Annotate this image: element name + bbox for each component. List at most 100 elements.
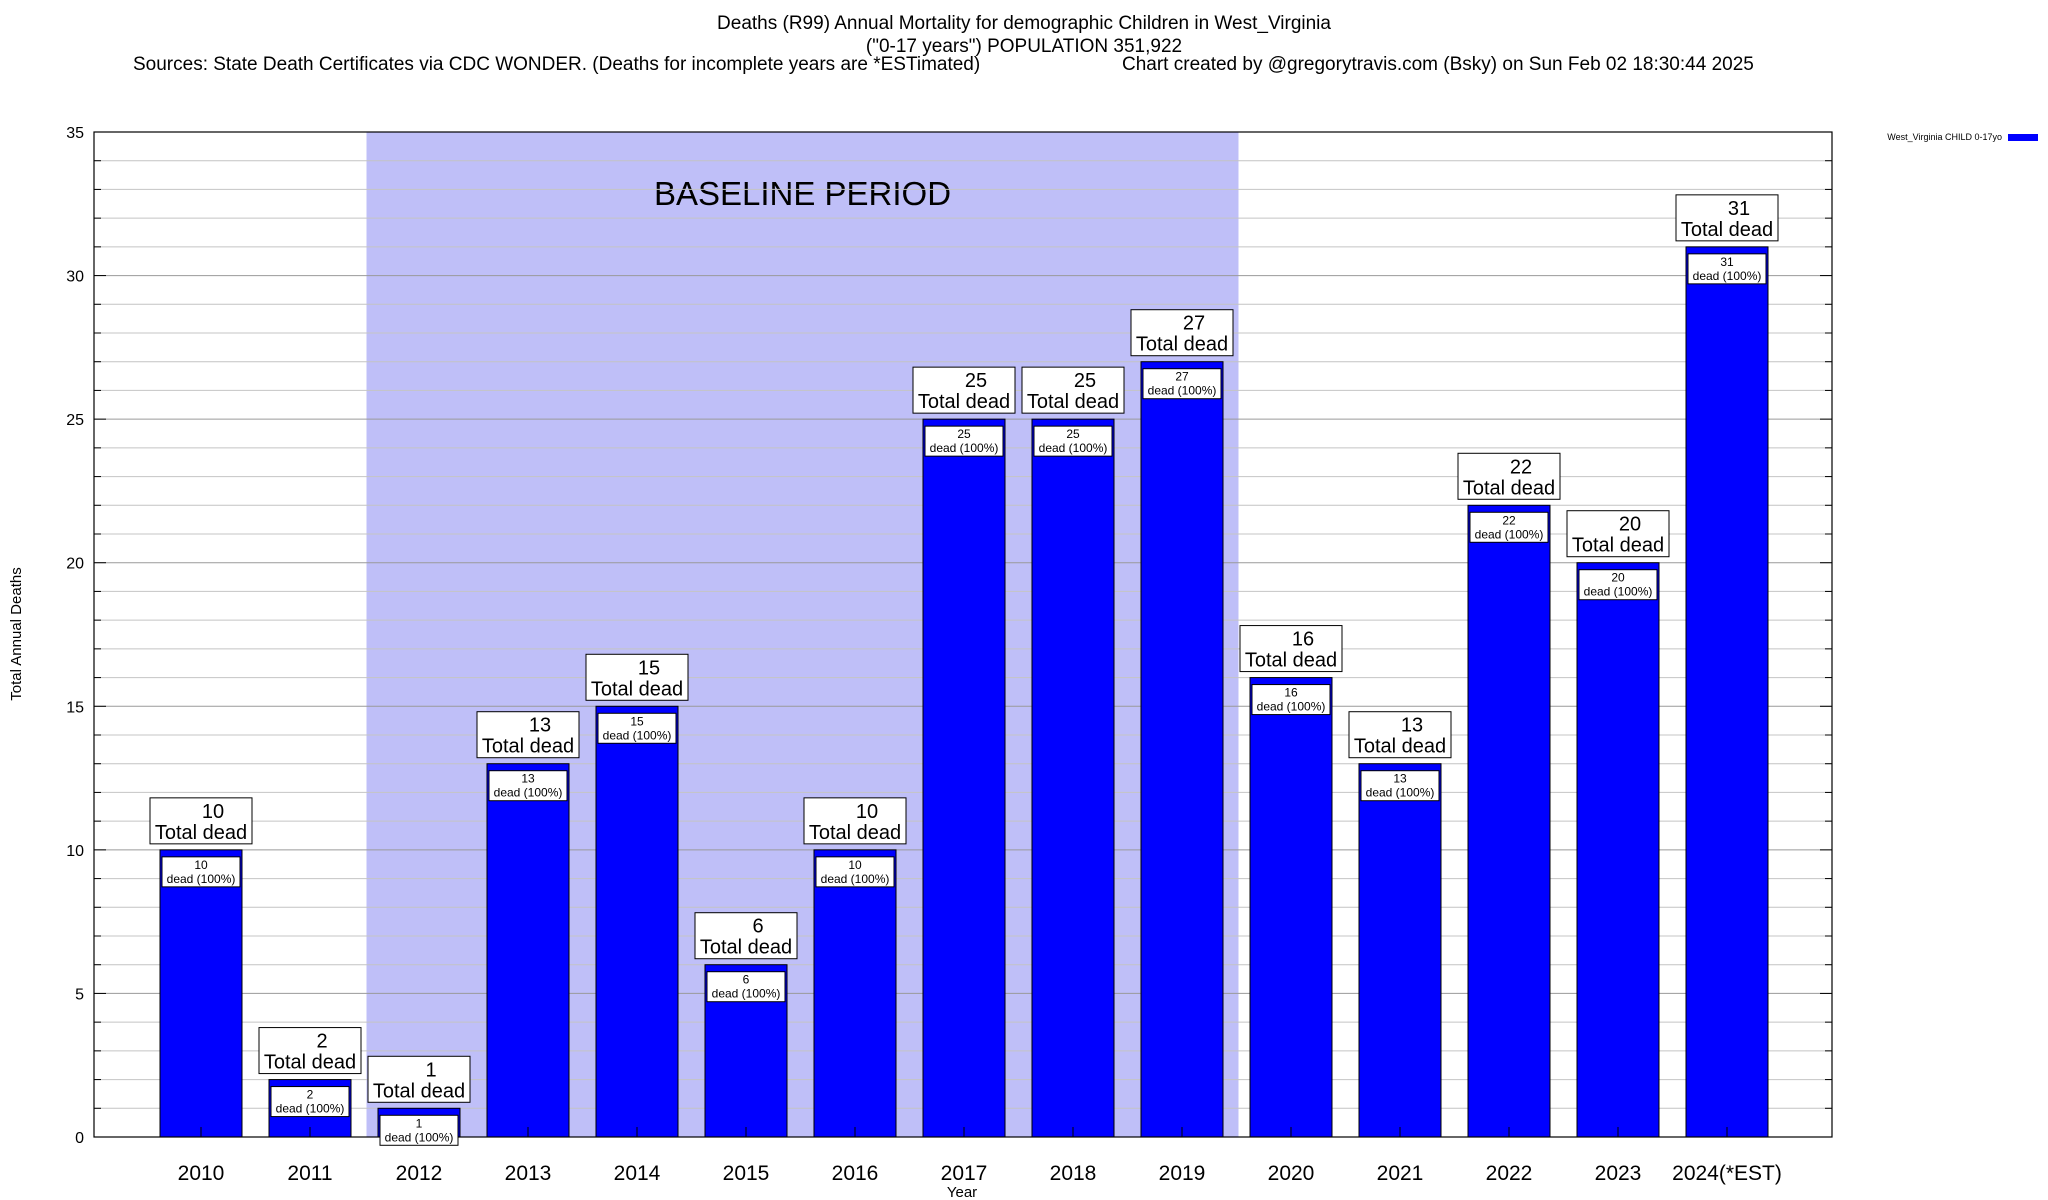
bar-2020: [1249, 677, 1333, 1138]
total-label-text: Total dead: [1027, 391, 1119, 413]
x-tick-label: 2016: [832, 1162, 879, 1185]
inner-label-value: 13: [521, 772, 535, 786]
total-label-box: [1021, 366, 1125, 414]
total-label-text: Total dead: [918, 391, 1010, 413]
y-tick-label: 20: [66, 556, 84, 573]
inner-label-value: 25: [1066, 427, 1080, 441]
bar-2014: [595, 705, 679, 1138]
inner-label-value: 6: [743, 973, 750, 987]
legend-swatch: [2008, 134, 2038, 141]
plot-frame: [93, 131, 1833, 1138]
inner-label-value: 22: [1502, 513, 1516, 527]
y-tick-label: 25: [66, 412, 84, 429]
legend: West_Virginia CHILD 0-17yo: [1887, 132, 2038, 142]
y-tick-label: 35: [66, 125, 84, 142]
chart-population-subtitle: ("0-17 years") POPULATION 351,922: [865, 36, 1183, 57]
x-tick-label: 2023: [1595, 1162, 1642, 1185]
total-label-text: Total dead: [809, 822, 901, 844]
total-label-box: [1566, 510, 1670, 558]
total-label-box: [367, 1055, 471, 1103]
y-tick-label: 30: [66, 269, 84, 286]
total-label-box: [1457, 452, 1561, 500]
total-label-box: [258, 1027, 362, 1075]
bar-2018: [1031, 418, 1115, 1138]
inner-label-value: 31: [1720, 255, 1734, 269]
total-label-value: 6: [752, 916, 763, 938]
total-label-value: 25: [965, 370, 987, 392]
bar-2021: [1358, 763, 1442, 1138]
inner-label-text: dead (100%): [1148, 384, 1217, 398]
bars-group: [159, 246, 1769, 1138]
total-label-value: 22: [1510, 456, 1532, 478]
inner-label-value: 2: [307, 1088, 314, 1102]
total-label-text: Total dead: [155, 822, 247, 844]
total-label-value: 1: [425, 1059, 436, 1081]
total-label-text: Total dead: [591, 678, 683, 700]
x-tick-label: 2017: [941, 1162, 988, 1185]
total-label-box: [1348, 711, 1452, 759]
inner-label-text: dead (100%): [1584, 585, 1653, 599]
total-label-value: 31: [1728, 198, 1750, 220]
chart-credit: Chart created by @gregorytravis.com (Bsk…: [1122, 54, 1754, 75]
total-label-text: Total dead: [373, 1080, 465, 1102]
inner-label-box: [1687, 253, 1767, 285]
inner-label-value: 16: [1284, 686, 1298, 700]
inner-label-box: [1360, 770, 1440, 802]
x-tick-label: 2014: [614, 1162, 661, 1185]
x-tick-label: 2021: [1377, 1162, 1424, 1185]
total-label-box: [1130, 309, 1234, 357]
total-label-box: [694, 912, 798, 960]
total-label-box: [149, 797, 253, 845]
total-label-value: 2: [316, 1031, 327, 1053]
inner-label-box: [1142, 368, 1222, 400]
total-label-value: 25: [1074, 370, 1096, 392]
bar-2013: [486, 763, 570, 1138]
inner-label-text: dead (100%): [1039, 441, 1108, 455]
bar-2010: [159, 849, 243, 1138]
inner-label-value: 25: [957, 427, 971, 441]
x-tick-label: 2011: [287, 1162, 332, 1185]
inner-label-box: [597, 712, 677, 744]
inner-label-text: dead (100%): [167, 872, 236, 886]
total-label-value: 15: [638, 657, 660, 679]
y-tick-label: 10: [66, 843, 84, 860]
bar-2017: [922, 418, 1006, 1138]
total-label-box: [1675, 194, 1779, 242]
inner-label-text: dead (100%): [1366, 786, 1435, 800]
bar-2023: [1576, 562, 1660, 1138]
inner-label-value: 20: [1611, 571, 1625, 585]
inner-label-box: [1578, 569, 1658, 601]
inner-label-box: [706, 971, 786, 1003]
total-label-box: [585, 653, 689, 701]
inner-label-text: dead (100%): [1693, 269, 1762, 283]
chart-sources: Sources: State Death Certificates via CD…: [133, 54, 981, 75]
inner-label-text: dead (100%): [385, 1130, 454, 1144]
x-tick-label: 2022: [1486, 1162, 1533, 1185]
x-tick-label: 2018: [1050, 1162, 1097, 1185]
total-label-value: 16: [1292, 629, 1314, 651]
total-label-text: Total dead: [1572, 535, 1664, 557]
inner-label-value: 10: [848, 858, 862, 872]
chart-title: Deaths (R99) Annual Mortality for demogr…: [717, 13, 1331, 34]
x-tick-label: 2012: [396, 1162, 443, 1185]
inner-label-value: 10: [194, 858, 208, 872]
chart-title-block: Deaths (R99) Annual Mortality for demogr…: [0, 12, 2048, 58]
total-label-value: 20: [1619, 514, 1641, 536]
total-label-value: 10: [856, 801, 878, 823]
inner-label-value: 15: [630, 714, 644, 728]
bar-2019: [1140, 361, 1224, 1138]
total-label-text: Total dead: [482, 736, 574, 758]
x-tick-label: 2020: [1268, 1162, 1315, 1185]
legend-label: West_Virginia CHILD 0-17yo: [1887, 132, 2002, 142]
total-label-box: [476, 711, 580, 759]
inner-label-value: 13: [1393, 772, 1407, 786]
inner-label-text: dead (100%): [603, 728, 672, 742]
total-label-value: 13: [529, 715, 551, 737]
total-label-text: Total dead: [1681, 219, 1773, 241]
bar-2024(*EST): [1685, 246, 1769, 1138]
total-label-text: Total dead: [1136, 334, 1228, 356]
inner-label-value: 27: [1175, 370, 1189, 384]
inner-label-box: [815, 856, 895, 888]
